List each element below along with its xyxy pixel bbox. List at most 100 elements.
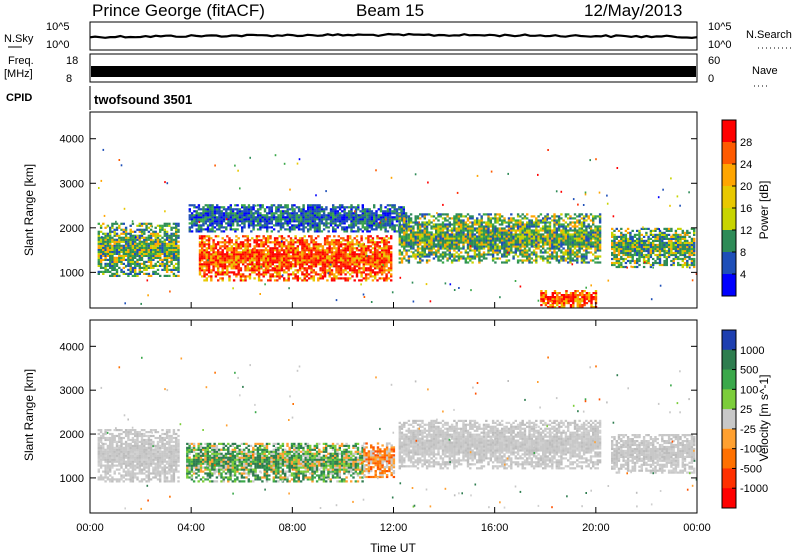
heatmap-cell (257, 279, 261, 282)
heatmap-cell (190, 212, 194, 215)
heatmap-cell (263, 226, 267, 229)
heatmap-cell (222, 226, 226, 229)
heatmap-cell (384, 216, 387, 219)
heatmap-cell (569, 227, 572, 230)
heatmap-cell (501, 215, 504, 218)
heatmap-cell (385, 243, 388, 246)
heatmap-cell (201, 251, 204, 254)
heatmap-cell (321, 251, 325, 254)
heatmap-cell (521, 213, 524, 216)
heatmap-cell (526, 255, 529, 258)
heatmap-cell (582, 257, 586, 260)
heatmap-cell (386, 220, 390, 223)
heatmap-cell (136, 252, 139, 255)
heatmap-cell (223, 273, 227, 276)
heatmap-cell (203, 265, 206, 268)
heatmap-cell (203, 269, 206, 272)
heatmap-cell (453, 255, 456, 258)
heatmap-cell (585, 249, 588, 252)
heatmap-cell (391, 212, 394, 215)
heatmap-cell (555, 247, 558, 250)
heatmap-cell (569, 247, 572, 250)
heatmap-cell (296, 247, 299, 250)
heatmap-cell (469, 237, 472, 240)
heatmap-cell (330, 273, 334, 276)
heatmap-cell (345, 212, 349, 215)
heatmap-cell (163, 262, 166, 265)
heatmap-cell (400, 253, 404, 256)
heatmap-cell (548, 223, 552, 226)
heatmap-cell (498, 229, 502, 232)
heatmap-cell (106, 250, 110, 253)
heatmap-cell (567, 239, 570, 242)
heatmap-cell (576, 255, 579, 258)
heatmap-cell (335, 275, 338, 278)
heatmap-cell (193, 210, 196, 213)
heatmap-cell (395, 224, 399, 227)
heatmap-cell (111, 250, 114, 253)
heatmap-cell (437, 215, 440, 218)
heatmap-cell (562, 237, 565, 240)
heatmap-cell (253, 249, 256, 252)
heatmap-cell (307, 216, 310, 219)
heatmap-cell (366, 224, 369, 227)
heatmap-cell (480, 245, 483, 248)
heatmap-cell (383, 267, 386, 270)
heatmap-cell (246, 243, 249, 246)
heatmap-cell (214, 259, 218, 262)
heatmap-cell (519, 237, 522, 240)
heatmap-cell (462, 235, 465, 238)
heatmap-cell (301, 241, 304, 244)
heatmap-cell (283, 237, 286, 240)
heatmap-cell (288, 216, 292, 219)
heatmap-cell (291, 226, 294, 229)
heatmap-cell (480, 225, 483, 228)
heatmap-cell (421, 231, 424, 234)
heatmap-cell (304, 220, 308, 223)
heatmap-cell (111, 222, 114, 225)
heatmap-cell (382, 212, 385, 215)
heatmap-cell (129, 224, 132, 227)
heatmap-cell (273, 245, 277, 248)
heatmap-cell (398, 223, 401, 226)
heatmap-cell (232, 255, 236, 258)
heatmap-cell (374, 259, 377, 262)
heatmap-cell (505, 239, 508, 242)
heatmap-cell (594, 247, 597, 250)
heatmap-cell (236, 218, 239, 221)
heatmap-cell (338, 216, 342, 219)
heatmap-cell (596, 243, 599, 246)
heatmap-cell (115, 248, 119, 251)
heatmap-cell (205, 251, 208, 254)
heatmap-cell (423, 245, 426, 248)
heatmap-cell (214, 253, 218, 256)
heatmap-cell (251, 237, 254, 240)
nsky-label: N.Sky (4, 33, 34, 45)
heatmap-cell (326, 255, 329, 258)
heatmap-cell (462, 225, 465, 228)
heatmap-cell (207, 265, 211, 268)
heatmap-cell (398, 229, 401, 232)
heatmap-cell (206, 228, 210, 231)
heatmap-cell (301, 257, 304, 260)
heatmap-cell (127, 254, 130, 257)
heatmap-cell (360, 279, 363, 282)
heatmap-cell (576, 233, 579, 236)
heatmap-cell (220, 210, 223, 213)
heatmap-cell (273, 239, 277, 242)
heatmap-cell (149, 234, 153, 237)
heatmap-cell (264, 269, 268, 272)
heatmap-cell (259, 224, 262, 227)
heatmap-cell (464, 251, 467, 254)
heatmap-cell (172, 222, 176, 225)
heatmap-cell (589, 227, 593, 230)
heatmap-cell (360, 267, 363, 270)
heatmap-cell (204, 222, 207, 225)
heatmap-cell (354, 210, 358, 213)
heatmap-cell (313, 204, 317, 207)
heatmap-cell (624, 247, 628, 251)
heatmap-cell (247, 204, 251, 207)
heatmap-cell (457, 239, 461, 242)
heatmap-cell (539, 255, 543, 258)
heatmap-cell (589, 231, 593, 234)
